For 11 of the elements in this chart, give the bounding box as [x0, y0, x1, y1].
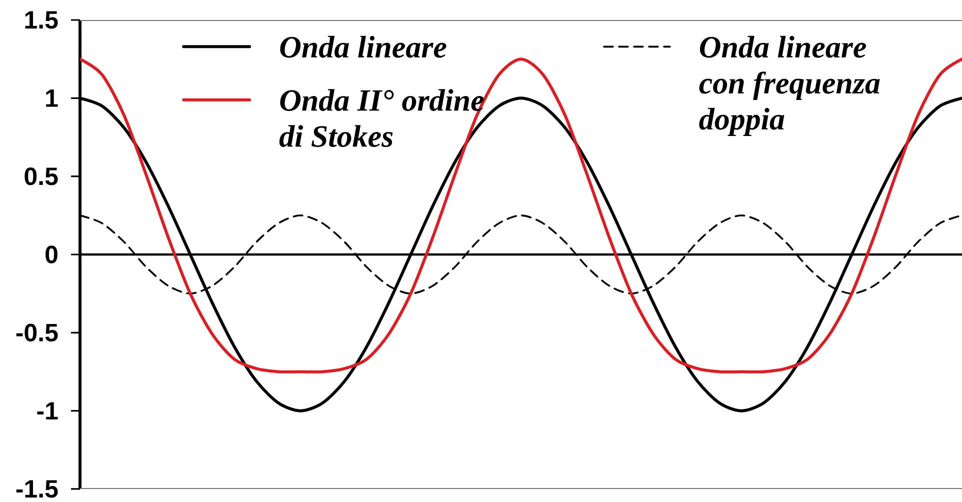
- y-tick-label: -0.5: [16, 324, 58, 342]
- y-tick-label: 0: [46, 246, 58, 264]
- legend-label: Onda lineare con frequenza doppia: [699, 36, 880, 136]
- legend-label: Onda lineare: [280, 36, 446, 58]
- y-tick-label: -1: [37, 402, 58, 420]
- line-series: [80, 58, 962, 374]
- y-tick-label: 0.5: [24, 167, 58, 186]
- y-tick-label: 1: [46, 90, 58, 107]
- legend-label: Onda II° ordine di Stokes: [279, 89, 484, 147]
- y-tick-label: 1.5: [25, 11, 58, 29]
- y-tick-label: -1.5: [16, 480, 58, 498]
